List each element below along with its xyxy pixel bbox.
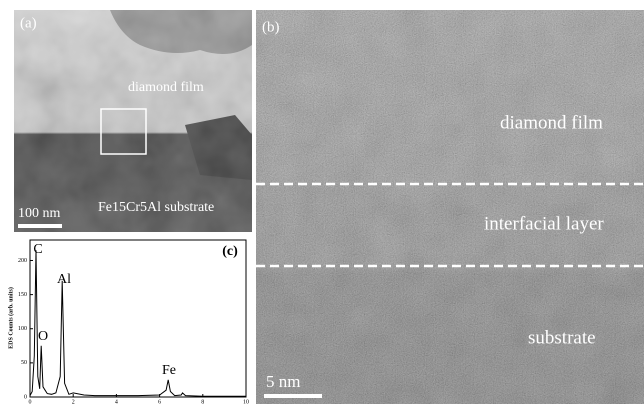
y-tick-label: 150 [18,292,27,298]
panel-label: (a) [20,15,37,31]
film-label: diamond film [500,112,603,133]
x-tick-label: 10 [243,399,249,405]
plot-frame [30,240,246,397]
scale-bar [264,394,322,398]
x-tick-label: 8 [201,399,204,405]
film-label: diamond film [128,80,204,95]
x-tick-label: 6 [158,399,161,405]
panel-label: (b) [262,19,280,35]
x-tick-label: 2 [72,399,75,405]
panel-c: (c) EDS Counts (arb. units) 050100150200… [7,240,249,405]
panel-label: (c) [222,244,238,259]
substrate-label: substrate [528,327,596,348]
figure: (a) diamond film Fe15Cr5Al substrate 100… [0,0,644,407]
y-tick-label: 50 [21,360,27,366]
panel-b: (b) diamond film interfacial layer subst… [256,10,644,404]
x-tick-label: 0 [29,399,32,405]
y-tick-label: 200 [18,258,27,264]
y-tick-label: 100 [18,326,27,332]
peak-label: Fe [162,363,176,378]
peak-label: O [38,329,48,344]
x-tick-label: 4 [115,399,118,405]
scale-bar-label: 100 nm [18,206,61,221]
peak-label: Al [57,272,71,287]
y-axis-label: EDS Counts (arb. units) [7,287,14,349]
peak-label: C [33,242,42,257]
texture [14,10,252,232]
substrate-label: Fe15Cr5Al substrate [98,200,214,215]
interface-label: interfacial layer [484,213,604,234]
y-tick-label: 0 [24,394,27,400]
scale-bar [18,224,62,228]
panel-a: (a) diamond film Fe15Cr5Al substrate 100… [14,10,252,232]
scale-bar-label: 5 nm [266,372,300,391]
